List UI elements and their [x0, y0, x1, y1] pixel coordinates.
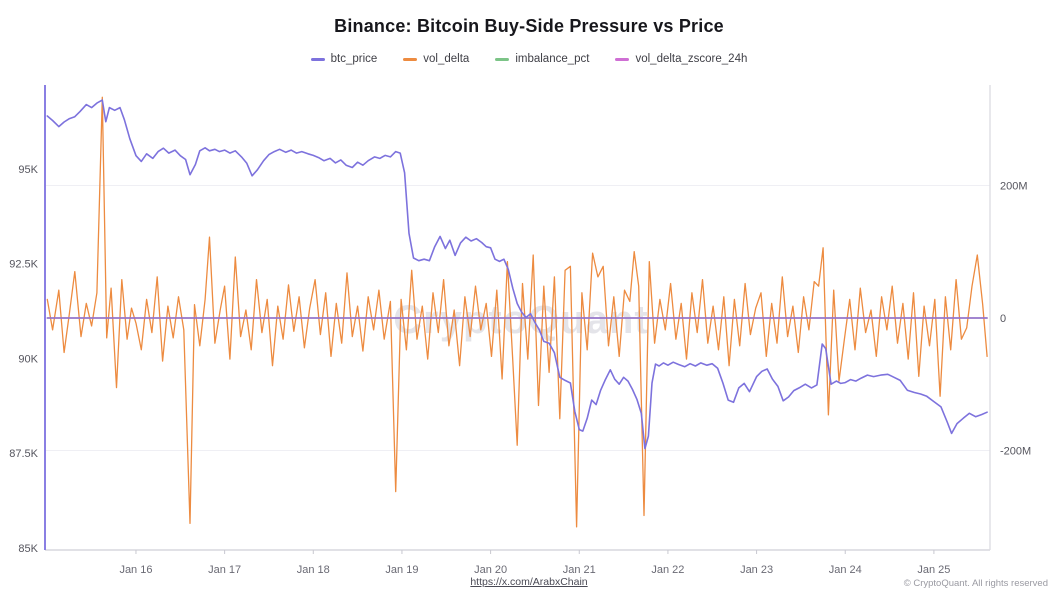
x-tick-label: Jan 16 — [119, 564, 152, 576]
source-link[interactable]: https://x.com/ArabxChain — [470, 576, 588, 588]
legend: btc_price vol_delta imbalance_pct vol_de… — [0, 50, 1058, 68]
imbalance-pct-swatch-icon — [495, 57, 510, 61]
left-axis-tick-label: 92.5K — [9, 259, 38, 271]
vol-delta-zscore-swatch-icon — [615, 57, 630, 61]
right-axis-tick-label: -200M — [1000, 446, 1031, 458]
legend-label: vol_delta — [423, 53, 470, 65]
copyright-text: © CryptoQuant. All rights reserved — [897, 578, 1048, 589]
vol-delta-swatch-icon — [403, 57, 418, 61]
legend-item-vol-delta-zscore[interactable]: vol_delta_zscore_24h — [615, 53, 747, 65]
left-axis-tick-label: 87.5K — [9, 448, 38, 460]
legend-label: imbalance_pct — [515, 53, 590, 65]
btc-price-swatch-icon — [310, 57, 325, 61]
legend-item-btc-price[interactable]: btc_price — [310, 53, 378, 65]
x-tick-label: Jan 20 — [474, 564, 507, 576]
x-tick-label: Jan 19 — [385, 564, 418, 576]
left-axis-tick-label: 95K — [18, 164, 38, 176]
left-axis-tick-label: 85K — [18, 543, 38, 555]
legend-label: btc_price — [330, 53, 378, 65]
left-axis-tick-label: 90K — [18, 353, 38, 365]
x-tick-label: Jan 23 — [740, 564, 773, 576]
x-tick-label: Jan 25 — [917, 564, 950, 576]
legend-label: vol_delta_zscore_24h — [635, 53, 748, 65]
footer: https://x.com/ArabxChain — [0, 576, 1058, 588]
x-tick-label: Jan 21 — [563, 564, 596, 576]
x-tick-label: Jan 18 — [297, 564, 330, 576]
page-title: Binance: Bitcoin Buy-Side Pressure vs Pr… — [334, 16, 724, 36]
right-axis-tick-label: 200M — [1000, 180, 1028, 192]
legend-item-vol-delta[interactable]: vol_delta — [403, 53, 469, 65]
btc-price-line — [46, 99, 988, 450]
right-axis-tick-label: 0 — [1000, 313, 1006, 325]
x-tick-label: Jan 22 — [651, 564, 684, 576]
x-tick-label: Jan 24 — [829, 564, 862, 576]
legend-item-imbalance-pct[interactable]: imbalance_pct — [495, 53, 589, 65]
x-tick-label: Jan 17 — [208, 564, 241, 576]
